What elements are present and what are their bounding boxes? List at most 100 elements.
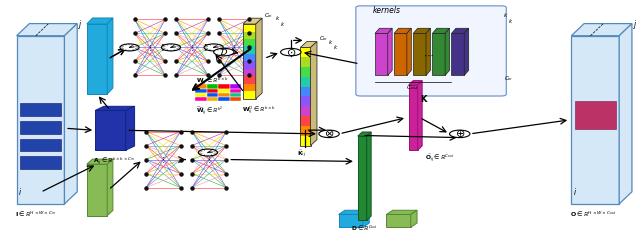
Polygon shape	[363, 210, 369, 227]
Bar	[207, 93, 218, 97]
Bar	[195, 84, 207, 89]
Polygon shape	[433, 33, 445, 75]
Text: $C_{in}$: $C_{in}$	[264, 11, 273, 20]
Polygon shape	[358, 136, 367, 220]
Bar	[230, 93, 241, 97]
Bar	[243, 61, 256, 69]
Polygon shape	[87, 159, 113, 164]
Polygon shape	[426, 28, 431, 75]
Text: $\odot$: $\odot$	[285, 47, 296, 58]
Bar	[243, 84, 256, 91]
Polygon shape	[451, 28, 468, 33]
Bar	[300, 87, 310, 97]
Text: $\mathbf{I} \in \mathbb{R}^{H \times W \times C_{in}}$: $\mathbf{I} \in \mathbb{R}^{H \times W \…	[15, 210, 56, 219]
Bar	[300, 47, 310, 57]
Polygon shape	[65, 24, 77, 204]
Polygon shape	[17, 24, 77, 36]
Bar	[300, 57, 310, 67]
Text: $\otimes$: $\otimes$	[324, 128, 334, 139]
Polygon shape	[387, 215, 411, 227]
Bar	[243, 24, 256, 99]
Text: $k$: $k$	[333, 43, 339, 51]
Bar	[243, 69, 256, 76]
Polygon shape	[243, 18, 262, 24]
Bar	[243, 91, 256, 99]
Polygon shape	[394, 28, 412, 33]
Polygon shape	[125, 106, 134, 150]
Text: $k$: $k$	[503, 11, 509, 19]
Text: $k$: $k$	[508, 17, 513, 25]
Polygon shape	[95, 110, 125, 150]
Bar	[20, 121, 61, 134]
Text: $\mathcal{D}$: $\mathcal{D}$	[220, 47, 228, 57]
Circle shape	[198, 149, 218, 156]
Text: $\mathbf{K}$: $\mathbf{K}$	[420, 93, 428, 104]
Bar	[20, 103, 61, 116]
Bar	[218, 97, 230, 101]
Polygon shape	[17, 36, 65, 204]
Text: $i$: $i$	[18, 186, 22, 197]
Polygon shape	[411, 210, 417, 227]
Text: kernels: kernels	[372, 6, 401, 15]
Polygon shape	[413, 28, 431, 33]
Bar	[207, 89, 218, 93]
Polygon shape	[339, 215, 363, 227]
Bar	[300, 47, 310, 145]
Bar	[243, 76, 256, 84]
Bar	[20, 138, 61, 151]
Circle shape	[214, 48, 234, 56]
Bar	[230, 84, 241, 89]
Bar	[218, 89, 230, 93]
Polygon shape	[256, 18, 262, 99]
Polygon shape	[358, 132, 371, 136]
Polygon shape	[375, 33, 388, 75]
Text: $\oplus$: $\oplus$	[454, 128, 465, 139]
Circle shape	[120, 44, 139, 51]
Bar	[300, 116, 310, 126]
Polygon shape	[367, 132, 371, 220]
Bar	[230, 89, 241, 93]
Bar	[195, 93, 207, 97]
Bar	[243, 39, 256, 47]
Polygon shape	[413, 33, 426, 75]
Bar	[243, 54, 256, 61]
Polygon shape	[451, 33, 464, 75]
Text: $j$: $j$	[633, 18, 638, 31]
Polygon shape	[572, 36, 619, 204]
Polygon shape	[409, 81, 422, 85]
Bar	[300, 97, 310, 106]
Polygon shape	[409, 85, 418, 150]
Polygon shape	[464, 28, 468, 75]
Text: ⋮: ⋮	[147, 44, 154, 51]
Text: $\widetilde{\mathbf{K}}_{ij}$: $\widetilde{\mathbf{K}}_{ij}$	[297, 149, 307, 160]
Bar	[195, 89, 207, 93]
Bar	[300, 67, 310, 77]
Text: $k$: $k$	[280, 20, 285, 28]
Polygon shape	[87, 18, 113, 24]
Polygon shape	[95, 106, 134, 110]
Polygon shape	[619, 24, 632, 204]
Polygon shape	[433, 28, 449, 33]
Bar	[218, 84, 230, 89]
Circle shape	[280, 48, 301, 56]
Circle shape	[449, 130, 470, 137]
Text: $k$: $k$	[275, 14, 280, 22]
Bar	[20, 156, 61, 169]
Text: $\mathbf{O} \in \mathbb{R}^{H \times W \times C_{out}}$: $\mathbf{O} \in \mathbb{R}^{H \times W \…	[570, 210, 616, 219]
Polygon shape	[394, 33, 407, 75]
Bar	[243, 31, 256, 39]
Text: ⋮: ⋮	[188, 44, 195, 51]
Text: $\mathbf{W}^{\mathrm{D}}_{ij} \in \mathbb{R}^{k \times k}$: $\mathbf{W}^{\mathrm{D}}_{ij} \in \mathb…	[242, 104, 276, 116]
Bar	[300, 126, 310, 136]
Text: $\widetilde{\mathbf{O}}_{ij} \in \mathbb{R}^{C_{out}}$: $\widetilde{\mathbf{O}}_{ij} \in \mathbb…	[426, 152, 455, 164]
Text: $k$: $k$	[328, 38, 334, 46]
Polygon shape	[445, 28, 449, 75]
Text: $\mathbf{A}_{ij} \in \mathbb{R}^{k \times k \times C_{in}}$: $\mathbf{A}_{ij} \in \mathbb{R}^{k \time…	[93, 156, 134, 167]
Text: ⋮: ⋮	[160, 157, 167, 163]
Polygon shape	[87, 164, 107, 216]
Bar	[218, 93, 230, 97]
Polygon shape	[300, 42, 317, 47]
Bar	[243, 47, 256, 54]
Text: $i$: $i$	[573, 186, 577, 197]
Polygon shape	[375, 28, 392, 33]
